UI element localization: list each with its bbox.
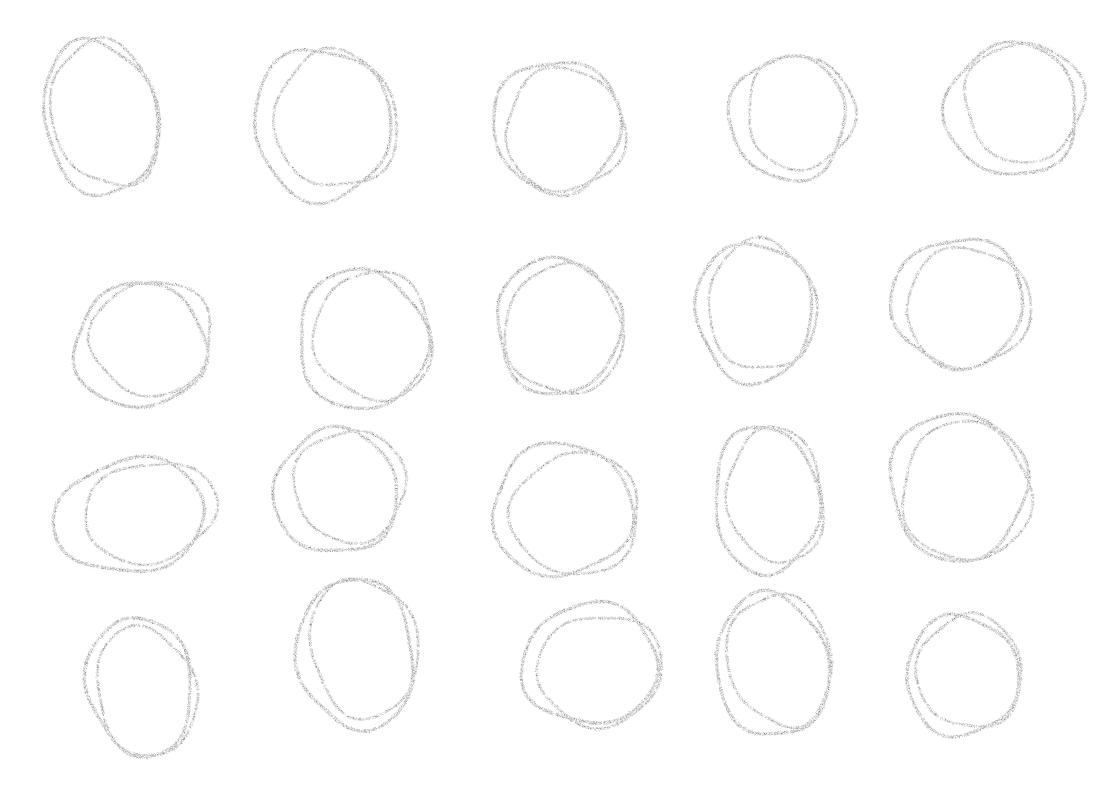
sketched-loop	[940, 40, 1087, 176]
loop-inner-stroke	[272, 46, 398, 187]
loop-outer-stroke	[42, 36, 160, 198]
sketched-loop	[726, 53, 858, 183]
loop-outer-stroke	[888, 411, 1031, 563]
loop-inner-stroke	[901, 419, 1035, 562]
sketched-loop	[492, 61, 628, 198]
loop-inner-stroke	[96, 623, 200, 757]
loop-outer-stroke	[51, 454, 206, 573]
loop-outer-stroke	[714, 588, 832, 736]
sketched-loop	[71, 280, 212, 409]
loop-inner-stroke	[905, 245, 1033, 372]
loop-inner-stroke	[503, 261, 625, 395]
loop-outer-stroke	[253, 48, 393, 206]
loop-inner-stroke	[311, 270, 434, 403]
loop-inner-stroke	[914, 611, 1023, 728]
sketched-loop	[490, 441, 639, 579]
loop-outer-stroke	[905, 612, 1021, 739]
loop-outer-stroke	[271, 424, 399, 552]
loop-inner-stroke	[535, 616, 663, 731]
loop-outer-stroke	[495, 255, 625, 396]
sketched-loop	[888, 411, 1035, 563]
sketched-loop	[253, 46, 398, 206]
loop-outer-stroke	[293, 577, 415, 733]
loop-inner-stroke	[963, 42, 1087, 164]
loop-outer-stroke	[519, 599, 661, 725]
sketched-loop	[519, 599, 663, 731]
sketched-loop	[714, 588, 833, 736]
sketched-loop	[905, 611, 1023, 739]
sketched-loop	[300, 267, 434, 411]
loop-inner-stroke	[292, 429, 408, 545]
loop-inner-stroke	[725, 592, 833, 730]
loop-outer-stroke	[693, 242, 814, 387]
sketched-loop	[271, 424, 408, 552]
sketched-loop	[714, 425, 825, 578]
loop-outer-stroke	[300, 267, 432, 411]
sketched-loop	[82, 616, 200, 759]
loop-outer-stroke	[82, 616, 192, 759]
loop-inner-stroke	[506, 450, 639, 575]
loop-inner-stroke	[48, 36, 161, 188]
sketched-loop	[693, 235, 819, 387]
loop-outer-stroke	[888, 237, 1025, 371]
loop-outer-stroke	[940, 40, 1076, 176]
loop-outer-stroke	[71, 281, 210, 409]
loop-inner-stroke	[308, 577, 420, 721]
sketched-loop	[293, 577, 420, 733]
loop-outer-stroke	[490, 441, 636, 579]
loop-inner-stroke	[504, 66, 628, 193]
loop-inner-stroke	[707, 235, 819, 369]
loop-inner-stroke	[748, 55, 858, 172]
loop-inner-stroke	[724, 425, 825, 564]
loop-outer-stroke	[492, 61, 624, 198]
sketched-loop	[888, 237, 1033, 372]
loop-inner-stroke	[86, 280, 212, 398]
sketched-loop	[495, 255, 625, 396]
sketched-loop	[42, 36, 161, 198]
loop-outer-stroke	[726, 53, 847, 183]
sketched-loop	[51, 454, 220, 573]
loop-inner-stroke	[84, 462, 220, 567]
loop-outer-stroke	[714, 425, 823, 578]
